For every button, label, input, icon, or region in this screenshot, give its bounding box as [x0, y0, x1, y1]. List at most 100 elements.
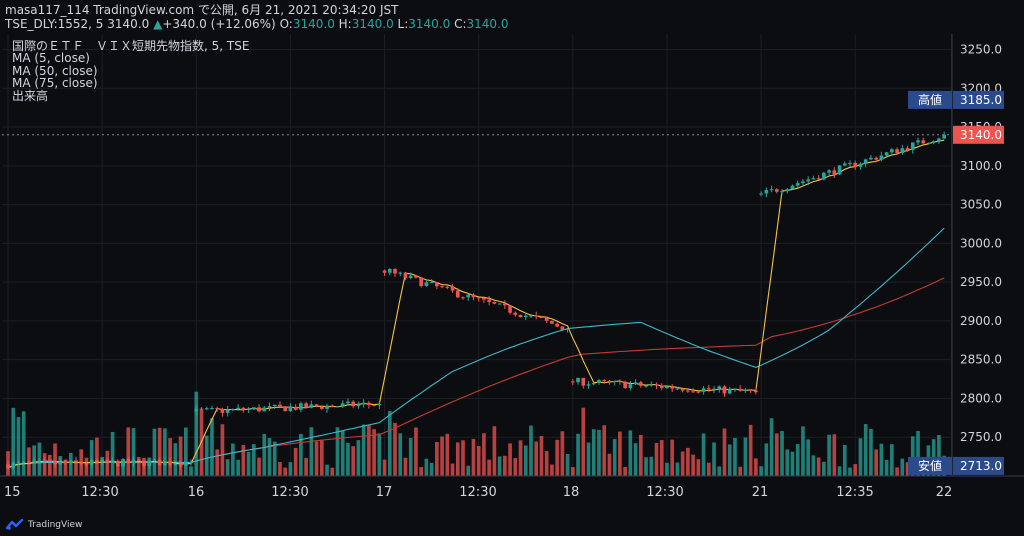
candle-body: [136, 459, 141, 461]
volume-bar: [267, 438, 272, 476]
candle-body: [597, 380, 601, 383]
candle-body: [27, 461, 31, 463]
last-price-text: 3140.0: [960, 128, 1002, 142]
candle-body: [11, 462, 16, 469]
volume-bar: [246, 452, 251, 476]
legend-title[interactable]: 国際のＥＴＦ ＶＩＸ短期先物指数, 5, TSE: [12, 39, 250, 53]
volume-bar: [121, 461, 125, 476]
legend-ma5[interactable]: MA (5, close): [12, 51, 90, 66]
volume-bar: [419, 467, 423, 476]
candle-body: [759, 193, 763, 195]
publish-info: masa117_114 TradingView.com で公開, 6月 21, …: [5, 3, 399, 17]
high-price-label: [953, 90, 1004, 109]
candle-body: [63, 461, 68, 464]
volume-bar: [340, 430, 345, 476]
candle-body: [283, 406, 288, 412]
volume-bar: [100, 456, 104, 476]
volume-bar: [774, 433, 779, 476]
volume-bar: [638, 434, 643, 476]
volume-bar: [790, 451, 795, 476]
candle-body: [173, 464, 178, 466]
y-tick-label: 3100.0: [960, 159, 1002, 173]
candle-body: [414, 275, 418, 278]
legend-ma50[interactable]: MA (50, close): [12, 63, 98, 78]
candle-body: [638, 382, 643, 386]
volume-bar: [351, 446, 356, 476]
volume-bar: [764, 443, 769, 476]
volume-bar: [372, 429, 376, 476]
low-prefix: L:: [393, 17, 409, 31]
volume-bar: [314, 441, 319, 476]
volume-bar: [189, 466, 193, 476]
open-value: 3140.0: [292, 17, 335, 31]
volume-bar: [769, 418, 774, 476]
candle-body: [314, 404, 319, 407]
candle-body: [649, 384, 654, 386]
volume-bar: [801, 426, 805, 476]
tradingview-logo[interactable]: TradingView: [6, 519, 82, 530]
candle-body: [231, 408, 235, 410]
volume-bar: [848, 467, 852, 476]
candle-body: [748, 389, 753, 391]
candle-body: [508, 305, 512, 313]
volume-bar: [937, 434, 941, 476]
volume-bar: [560, 431, 565, 476]
volume-bar: [649, 456, 654, 476]
candle-body: [895, 149, 899, 154]
candle-body: [848, 162, 852, 164]
volume-bar: [816, 457, 821, 476]
volume-bar: [283, 467, 288, 476]
volume-bar: [346, 442, 350, 476]
volume-bar: [424, 458, 429, 476]
volume-bar: [393, 422, 397, 476]
x-tick-label: 16: [188, 485, 205, 500]
y-tick-label: 2750.0: [960, 430, 1002, 444]
volume-bar: [618, 431, 622, 476]
volume-bar: [733, 437, 737, 476]
volume-bar: [476, 445, 481, 476]
candle-body: [157, 459, 162, 466]
volume-bar: [869, 428, 873, 476]
candle-body: [466, 294, 471, 298]
legend-volume[interactable]: 出来高: [12, 88, 49, 103]
volume-bar: [455, 442, 460, 476]
y-tick-label: 2950.0: [960, 275, 1002, 289]
candle-body: [503, 303, 507, 306]
volume-bar: [738, 466, 743, 476]
volume-bar: [754, 458, 758, 476]
legend-ma75[interactable]: MA (75, close): [12, 76, 98, 91]
candle-body: [879, 155, 884, 160]
candle-body: [733, 388, 737, 390]
candle-body: [822, 172, 826, 180]
candle-body: [602, 380, 607, 382]
volume-bar: [110, 431, 115, 476]
y-tick-label: 3000.0: [960, 236, 1002, 250]
candle-body: [367, 402, 371, 405]
volume-bar: [257, 457, 261, 476]
volume-bar: [231, 443, 235, 476]
volume-bar: [571, 467, 575, 476]
volume-bar: [884, 459, 889, 476]
candle-body: [712, 388, 716, 390]
volume-bar: [48, 454, 52, 476]
candle-body: [445, 286, 450, 288]
candle-body: [607, 380, 612, 383]
candle-body: [863, 159, 868, 164]
candle-body: [529, 315, 533, 317]
candle-body: [48, 460, 52, 462]
candle-body: [623, 381, 627, 389]
volume-bar: [450, 463, 455, 476]
candle-body: [251, 407, 256, 409]
candle-body: [816, 178, 821, 180]
volume-bar: [220, 424, 225, 476]
candle-body: [858, 163, 863, 167]
candle-body: [100, 459, 104, 463]
volume-bar: [623, 466, 627, 476]
volume-bar: [691, 454, 695, 476]
candle-body: [785, 189, 790, 192]
last-price-label: [953, 125, 1004, 144]
volume-bar: [309, 427, 314, 476]
candle-body: [754, 390, 758, 393]
candle-body: [346, 401, 350, 404]
